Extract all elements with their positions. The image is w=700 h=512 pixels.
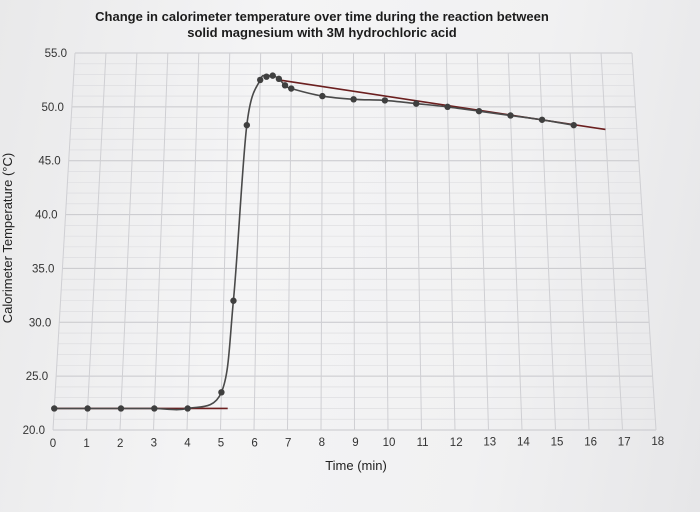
x-tick-label: 13 [483,437,496,449]
gridline-vertical [383,52,389,431]
x-tick-label: 10 [383,437,396,449]
gridline-vertical [353,52,355,431]
y-tick-label: 30.0 [29,317,51,329]
data-point [151,405,158,412]
x-tick-label: 6 [251,437,257,449]
gridline-vertical [153,52,169,431]
gridline-vertical [631,52,657,431]
x-tick-label: 1 [83,438,89,450]
x-axis-label: Time (min) [325,458,387,473]
data-point [538,116,546,123]
x-tick-label: 0 [50,438,56,450]
data-point [263,73,270,80]
x-axis-tick-labels: 0 1 2 3 4 5 6 7 8 9 10 11 12 13 14 15 16 17 18 [50,436,664,450]
data-series [51,72,577,412]
data-point [350,96,357,103]
gridline-vertical [119,52,138,431]
x-tick-label: 18 [651,436,664,448]
data-point [51,405,58,412]
x-tick-label: 2 [117,438,123,450]
gridline-vertical [538,52,556,431]
y-tick-label: 40.0 [35,210,57,222]
gridline-vertical [287,52,293,431]
gridline-vertical [569,52,590,431]
data-point [184,405,191,412]
y-tick-label: 20.0 [23,425,45,437]
y-tick-label: 55.0 [45,48,67,60]
x-tick-label: 11 [417,437,429,449]
gridline-vertical [414,52,422,431]
data-point [256,76,264,84]
data-point [275,75,283,83]
data-point [117,405,125,412]
data-point [570,121,577,129]
trendlines [54,79,606,410]
gridline-vertical [186,52,200,431]
data-point [84,405,91,412]
x-tick-label: 15 [551,437,564,449]
y-tick-label: 25.0 [26,371,48,383]
y-tick-label: 45.0 [38,156,60,168]
data-point [444,103,451,111]
data-point [319,92,326,100]
x-tick-label: 16 [584,436,597,448]
y-axis-tick-labels: 20.0 25.0 30.0 35.0 40.0 45.0 50.0 55.0 [23,48,67,437]
data-point [288,85,295,92]
x-tick-label: 8 [319,437,325,449]
data-point [230,297,237,304]
data-point [281,82,289,89]
y-axis-label: Calorimeter Temperature (°C) [0,153,15,323]
x-tick-label: 3 [151,438,157,450]
x-tick-label: 7 [285,437,291,449]
data-point [413,100,420,107]
data-point [243,121,251,129]
x-tick-label: 12 [450,437,463,449]
gridline-vertical [445,52,456,431]
chart-title-line-2: solid magnesium with 3M hydrochloric aci… [187,25,456,40]
y-tick-label: 35.0 [32,263,54,275]
data-point [475,107,483,115]
series-line [54,74,574,411]
gridline-vertical [320,52,324,431]
x-tick-label: 5 [218,438,224,450]
data-point [507,112,514,119]
data-point [381,97,389,104]
data-point [218,389,225,396]
gridline-vertical [86,52,107,431]
x-tick-label: 17 [618,436,631,448]
gridline-vertical [507,52,523,431]
chart-title: Change in calorimeter temperature over t… [95,9,549,40]
x-tick-label: 14 [517,437,530,449]
data-point [269,72,276,79]
gridline-vertical [52,52,76,431]
chart-title-line-1: Change in calorimeter temperature over t… [95,9,549,24]
gridlines [52,52,657,431]
gridline-vertical [476,52,489,431]
x-tick-label: 9 [352,437,358,449]
y-tick-label: 50.0 [41,102,63,114]
gridline-vertical [253,52,262,431]
x-tick-label: 4 [184,438,191,450]
gridline-vertical [220,52,231,431]
gridline-vertical [600,52,623,431]
